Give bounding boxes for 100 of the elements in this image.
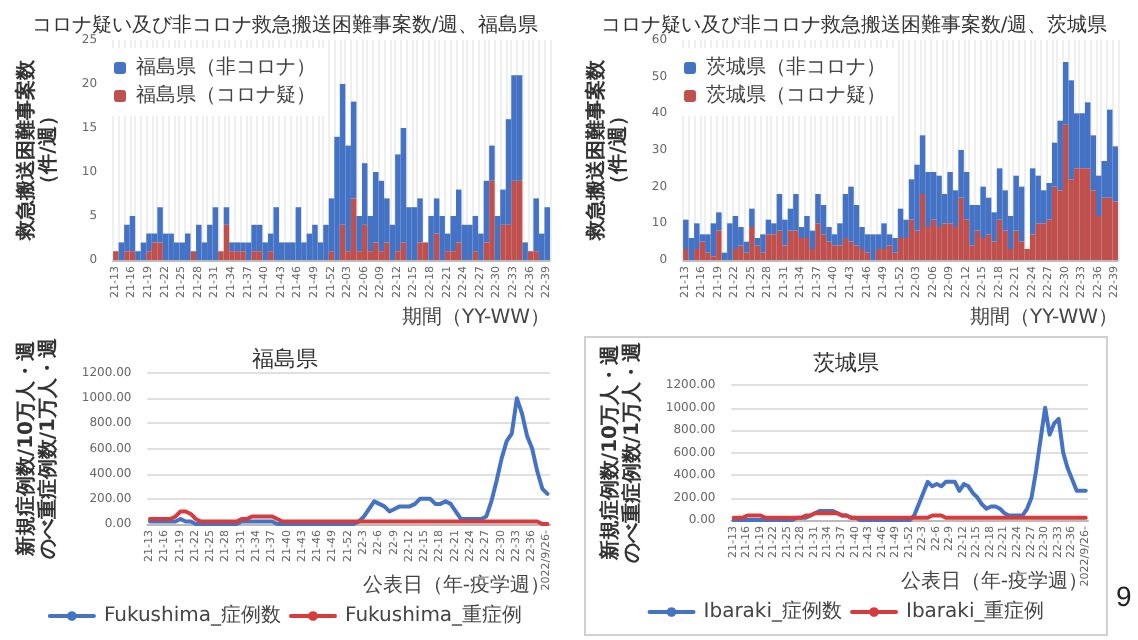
bar (787, 230, 794, 260)
bar (749, 227, 755, 260)
legend-label: Ibaraki_症例数 (703, 599, 842, 623)
bar (765, 234, 772, 260)
text: 9 (1116, 580, 1132, 612)
bar (284, 242, 291, 260)
bar (234, 242, 241, 252)
bar (124, 251, 130, 260)
bar (129, 251, 136, 260)
bar (1106, 109, 1113, 198)
bar (716, 230, 722, 260)
bar (472, 216, 479, 252)
bar (522, 242, 528, 260)
bar (864, 234, 871, 253)
bar (897, 238, 904, 260)
bar (996, 219, 1003, 260)
bar (727, 223, 733, 260)
bar (350, 198, 357, 260)
bar (798, 238, 805, 260)
legend-label: Fukushima_症例数 (103, 603, 282, 627)
bar (422, 242, 429, 260)
bar (190, 251, 197, 260)
bar (312, 224, 318, 260)
bar (804, 238, 810, 260)
bar (113, 251, 119, 260)
bar (842, 238, 849, 260)
bar (417, 242, 423, 260)
bar (1084, 168, 1091, 260)
line-series (147, 509, 550, 526)
bar (930, 219, 937, 260)
bar (732, 249, 739, 260)
bar (516, 75, 523, 181)
bar (936, 175, 942, 227)
bar (489, 145, 495, 181)
bar (886, 245, 893, 260)
bar (196, 224, 202, 260)
bar (467, 224, 473, 260)
bar (533, 251, 539, 260)
legend-label: Fukushima_重症例 (345, 603, 523, 627)
bar (947, 172, 953, 224)
bar (831, 245, 838, 260)
bar (859, 249, 865, 260)
bar (146, 233, 152, 252)
bar (776, 230, 783, 260)
bar (985, 234, 992, 260)
x-axis-title: 期間（YY-WW） (401, 305, 551, 329)
bar (749, 208, 755, 227)
bar (1073, 168, 1080, 260)
bar (184, 233, 191, 260)
bar (875, 249, 882, 260)
bar (815, 223, 821, 260)
bar (223, 207, 230, 225)
bar (848, 186, 854, 242)
bar (444, 251, 451, 260)
bar (124, 224, 130, 252)
bar (212, 207, 219, 260)
bar (533, 198, 539, 252)
bar (694, 249, 700, 260)
bar (760, 234, 766, 253)
bar (378, 180, 385, 252)
y-axis-title: 救急搬送困難事案数（件/週） (584, 58, 630, 242)
bar (908, 219, 915, 260)
bar (1062, 124, 1069, 260)
line-series (147, 396, 550, 526)
bar (157, 242, 163, 260)
bar (1106, 197, 1113, 260)
bar (974, 230, 981, 260)
bar (848, 241, 854, 260)
bar (1035, 223, 1041, 260)
bar (738, 245, 744, 260)
bar (384, 242, 390, 260)
chart-title: コロナ疑い及び非コロナ救急搬送困難事案数/週、茨城県 (600, 13, 1108, 37)
bar (251, 251, 257, 260)
bar (826, 241, 832, 260)
bar (472, 251, 479, 260)
chart-title: コロナ疑い及び非コロナ救急搬送困難事案数/週、福島県 (31, 13, 539, 37)
bar (837, 245, 843, 260)
bar (881, 223, 887, 249)
bar (256, 251, 263, 260)
bar (892, 238, 898, 253)
line-series (731, 405, 1088, 522)
bar (930, 172, 937, 220)
bar (527, 251, 534, 260)
bar (853, 245, 860, 260)
y-axis-title: 救急搬送困難事案数（件/週） (14, 58, 60, 242)
bar (771, 234, 777, 260)
bar (234, 251, 241, 260)
bar (1051, 186, 1058, 260)
bar (936, 227, 942, 260)
bar (251, 224, 257, 252)
bar (373, 242, 379, 260)
bar (511, 180, 517, 260)
bar (140, 242, 147, 260)
bar (168, 233, 174, 260)
x-axis-title: 期間（YY-WW） (969, 305, 1119, 329)
bar (842, 194, 849, 238)
bar (240, 251, 246, 260)
bar (793, 194, 799, 231)
bar (958, 197, 964, 260)
bar (1101, 197, 1107, 260)
